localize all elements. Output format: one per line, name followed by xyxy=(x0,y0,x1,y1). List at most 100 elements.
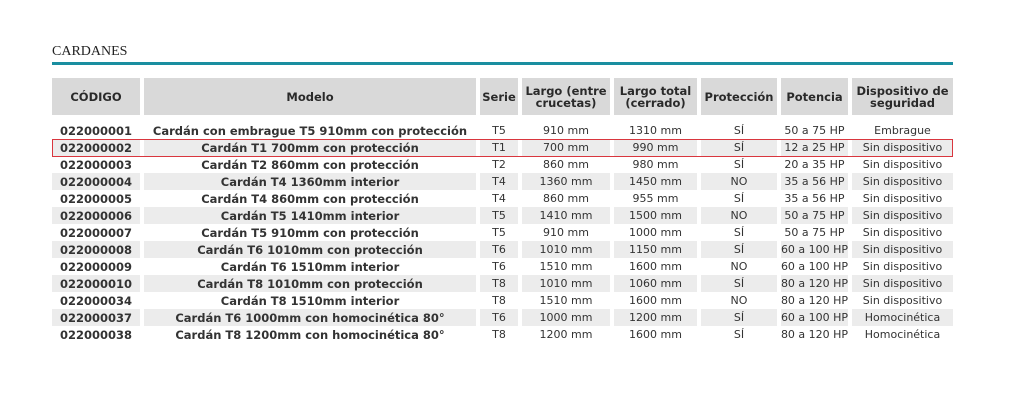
column-header: Potencia xyxy=(781,78,848,115)
table-cell: 1000 mm xyxy=(629,226,682,239)
table-cell: 1510 mm xyxy=(539,260,593,273)
table-cell: 022000007 xyxy=(59,225,132,240)
table-cell: 1600 mm xyxy=(629,294,682,307)
table-cell: 022000010 xyxy=(52,275,140,292)
table-cell: Cardán T5 1410mm interior xyxy=(144,207,476,224)
table-cell: 022000002 xyxy=(52,139,140,156)
table-cell: 1410 mm xyxy=(522,207,610,224)
table-cell: 1310 mm xyxy=(629,124,682,137)
table-cell: 1450 mm xyxy=(614,173,697,190)
table-cell: T6 xyxy=(492,260,506,273)
table-cell: Sin dispositivo xyxy=(862,260,943,273)
table-cell: SÍ xyxy=(701,241,777,258)
table-cell: 022000038 xyxy=(59,327,132,342)
table-cell: T5 xyxy=(480,207,518,224)
table-cell: T8 xyxy=(480,275,518,292)
table: CÓDIGO Modelo Serie Largo (entre crucetas) L… xyxy=(52,78,953,343)
table-cell: 20 a 35 HP xyxy=(784,158,845,171)
table-cell: 022000008 xyxy=(52,241,140,258)
table-cell: 1200 mm xyxy=(539,328,593,341)
table-cell: Sin dispositivo xyxy=(852,241,953,258)
table-cell: Sin dispositivo xyxy=(852,207,953,224)
table-cell: 50 a 75 HP xyxy=(781,207,848,224)
table-cell: 1010 mm xyxy=(522,241,610,258)
table-cell: 1600 mm xyxy=(629,260,682,273)
table-cell: Cardán T6 1000mm con homocinética 80° xyxy=(144,309,476,326)
column-header: Serie xyxy=(480,78,518,115)
table-cell: SÍ xyxy=(733,158,745,171)
table-cell: SÍ xyxy=(701,275,777,292)
table-cell: 022000003 xyxy=(59,157,132,172)
title: CARDANES xyxy=(52,44,128,59)
column-header: Largo total (cerrado) xyxy=(614,78,697,115)
table-cell: 1360 mm xyxy=(522,173,610,190)
table-cell: 80 a 120 HP xyxy=(780,275,849,292)
table-cell: T4 xyxy=(480,173,518,190)
column-header: CÓDIGO xyxy=(52,78,140,115)
table-cell: Cardán con embrague T5 910mm con protecc… xyxy=(152,123,468,138)
table-cell: 980 mm xyxy=(632,158,679,171)
table-cell: 860 mm xyxy=(543,192,589,205)
table-cell: 35 a 56 HP xyxy=(781,173,848,190)
table-cell: 60 a 100 HP xyxy=(780,309,849,326)
table-cell: NO xyxy=(730,260,748,273)
table-cell: SÍ xyxy=(701,309,777,326)
table-cell: 910 mm xyxy=(543,124,589,137)
table-cell: 1510 mm xyxy=(539,294,593,307)
table-cell: Embrague xyxy=(874,124,931,137)
column-header: Dispositivo de seguridad xyxy=(852,78,953,115)
table-cell: Cardán T8 1200mm con homocinética 80° xyxy=(175,327,445,342)
table-cell: 1010 mm xyxy=(522,275,610,292)
table-cell: T5 xyxy=(492,226,506,239)
table-cell: T2 xyxy=(492,158,506,171)
table-cell: SÍ xyxy=(733,328,745,341)
table-cell: Sin dispositivo xyxy=(862,158,943,171)
table-cell: 50 a 75 HP xyxy=(784,124,845,137)
table-cell: Cardán T6 1510mm interior xyxy=(220,259,400,274)
table-cell: NO xyxy=(730,294,748,307)
table-cell: Cardán T8 1510mm interior xyxy=(220,293,400,308)
table-cell: 1000 mm xyxy=(522,309,610,326)
table-cell: 022000037 xyxy=(52,309,140,326)
table-cell: 910 mm xyxy=(543,226,589,239)
table-cell: T5 xyxy=(492,124,506,137)
table-cell: 12 a 25 HP xyxy=(781,139,848,156)
table-cell: 80 a 120 HP xyxy=(780,328,849,341)
table-cell: 35 a 56 HP xyxy=(784,192,845,205)
table-cell: Homocinética xyxy=(864,328,941,341)
table-cell: 022000001 xyxy=(59,123,132,138)
table-cell: 1200 mm xyxy=(614,309,697,326)
table-cell: 60 a 100 HP xyxy=(780,260,849,273)
table-cell: Sin dispositivo xyxy=(862,226,943,239)
table-cell: T6 xyxy=(480,241,518,258)
table-cell: 860 mm xyxy=(543,158,589,171)
table-cell: T8 xyxy=(492,328,506,341)
table-cell: SÍ xyxy=(733,192,745,205)
table-cell: 022000006 xyxy=(52,207,140,224)
table-cell: 60 a 100 HP xyxy=(780,241,849,258)
table-cell: SÍ xyxy=(733,226,745,239)
table-cell: SÍ xyxy=(733,124,745,137)
table-cell: SÍ xyxy=(701,139,777,156)
table-cell: Cardán T6 1010mm con protección xyxy=(144,241,476,258)
table-cell: 955 mm xyxy=(632,192,679,205)
column-header: Protección xyxy=(701,78,777,115)
table-cell: T8 xyxy=(492,294,506,307)
table-cell: NO xyxy=(701,173,777,190)
table-cell: 990 mm xyxy=(614,139,697,156)
table-cell: Cardán T1 700mm con protección xyxy=(144,139,476,156)
table-cell: Sin dispositivo xyxy=(852,173,953,190)
table-cell: T4 xyxy=(492,192,506,205)
table-cell: 50 a 75 HP xyxy=(784,226,845,239)
table-cell: Sin dispositivo xyxy=(862,294,943,307)
table-cell: Sin dispositivo xyxy=(852,139,953,156)
table-cell: Cardán T4 1360mm interior xyxy=(144,173,476,190)
table-cell: NO xyxy=(701,207,777,224)
table-cell: 1060 mm xyxy=(614,275,697,292)
table-cell: 1600 mm xyxy=(629,328,682,341)
table-cell: 1150 mm xyxy=(614,241,697,258)
table-cell: Cardán T8 1010mm con protección xyxy=(144,275,476,292)
table-cell: Sin dispositivo xyxy=(862,192,943,205)
table-cell: T6 xyxy=(480,309,518,326)
